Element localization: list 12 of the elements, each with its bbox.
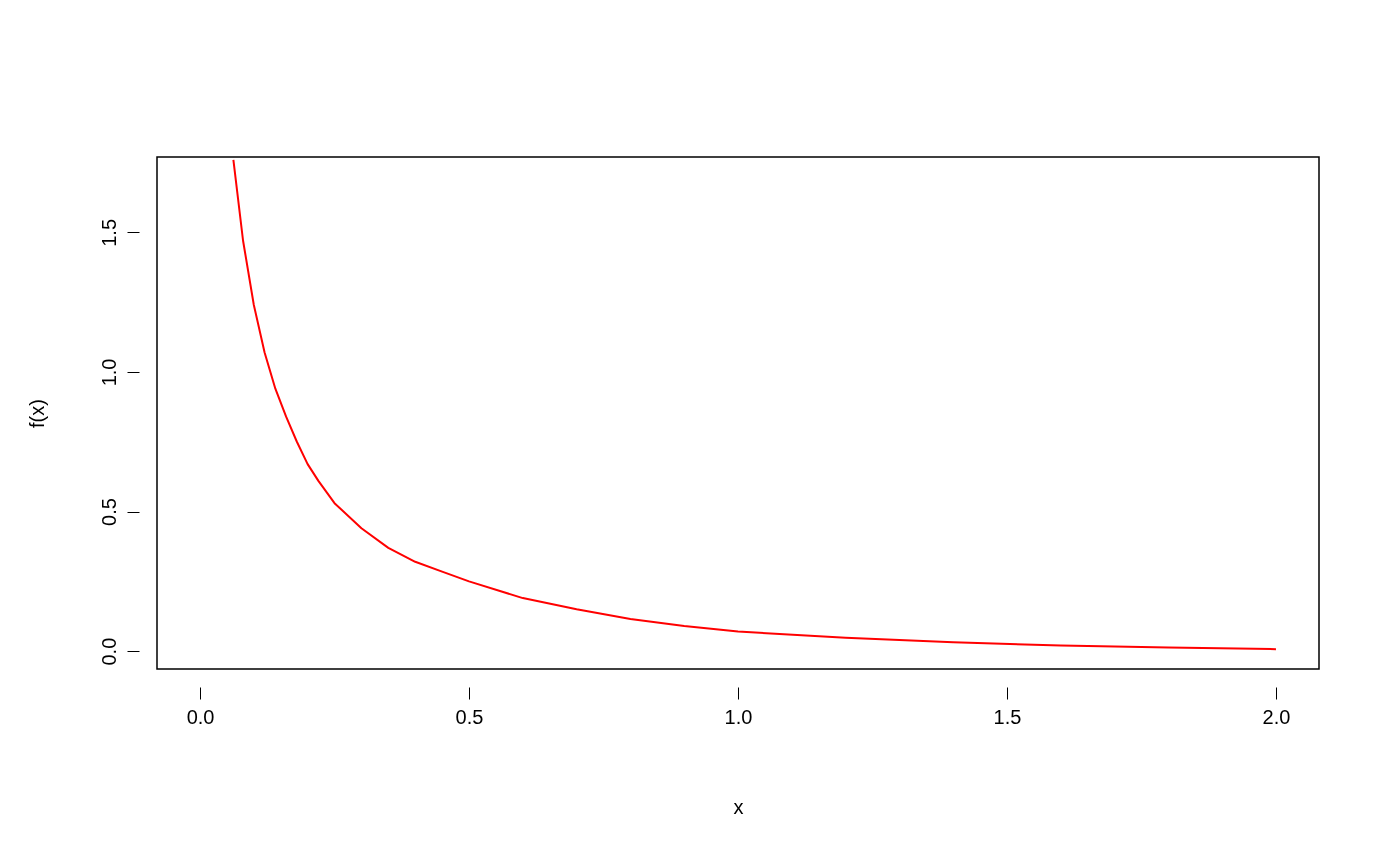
x-tick-label: 2.0: [1262, 705, 1291, 728]
x-tick-label: 0.5: [455, 705, 484, 728]
x-axis-title: x: [733, 795, 744, 818]
x-tick-label: 1.5: [993, 705, 1022, 728]
x-tick-label: 0.0: [186, 705, 215, 728]
y-axis-title: f(x): [25, 399, 48, 428]
y-tick-label: 0.0: [97, 637, 120, 666]
y-tick-label: 0.5: [97, 498, 120, 526]
line-series: [232, 158, 1277, 651]
y-tick-label: 1.5: [97, 218, 120, 247]
y-tick-label: 1.0: [97, 358, 120, 387]
x-tick-label: 1.0: [724, 705, 753, 728]
